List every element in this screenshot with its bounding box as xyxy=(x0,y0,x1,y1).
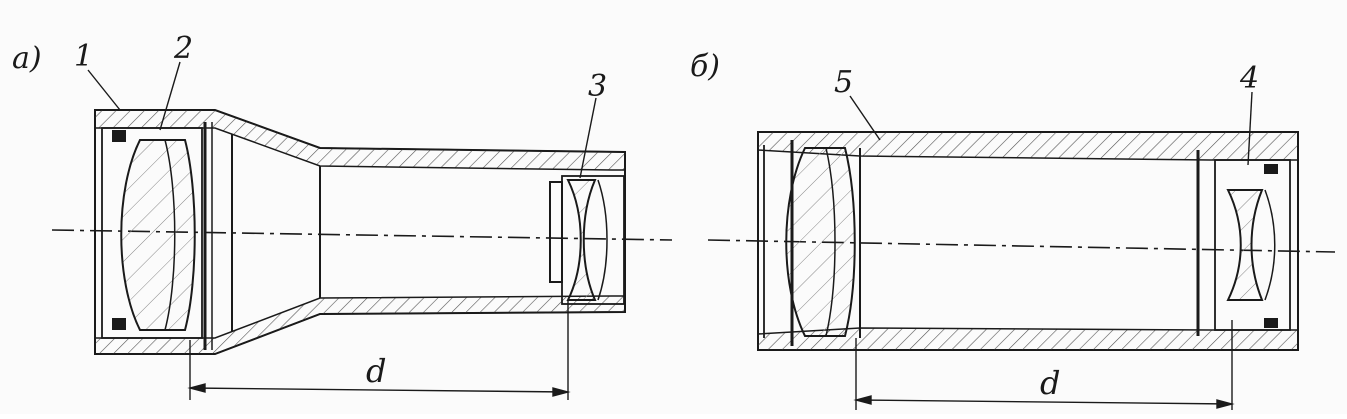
leader-1 xyxy=(87,69,121,111)
callout-1: 1 xyxy=(74,39,93,74)
panel-a xyxy=(51,61,673,400)
leader-2 xyxy=(159,61,181,131)
barrel-b xyxy=(757,131,1299,351)
dimension-d-b xyxy=(853,320,1235,410)
callout-4: 4 xyxy=(1239,61,1259,96)
dimension-label-b: d xyxy=(1040,364,1060,402)
leader-4 xyxy=(1247,91,1253,166)
callout-2: 2 xyxy=(173,31,193,66)
callout-5: 5 xyxy=(834,65,853,100)
objective-lens-b xyxy=(763,140,856,346)
eyepiece-lens-a xyxy=(549,175,625,305)
callout-3: 3 xyxy=(588,69,607,104)
leader-5 xyxy=(849,95,881,141)
objective-lens-a xyxy=(101,122,213,350)
panel-b xyxy=(707,91,1336,410)
leader-3 xyxy=(579,97,597,179)
eyepiece-lens-b xyxy=(1196,150,1291,336)
panel-label-a: а) xyxy=(12,41,42,76)
dimension-label-a: d xyxy=(366,352,386,390)
dimension-d-a xyxy=(187,300,571,400)
optical-axis-a xyxy=(51,229,673,241)
panel-label-b: б) xyxy=(690,49,720,84)
